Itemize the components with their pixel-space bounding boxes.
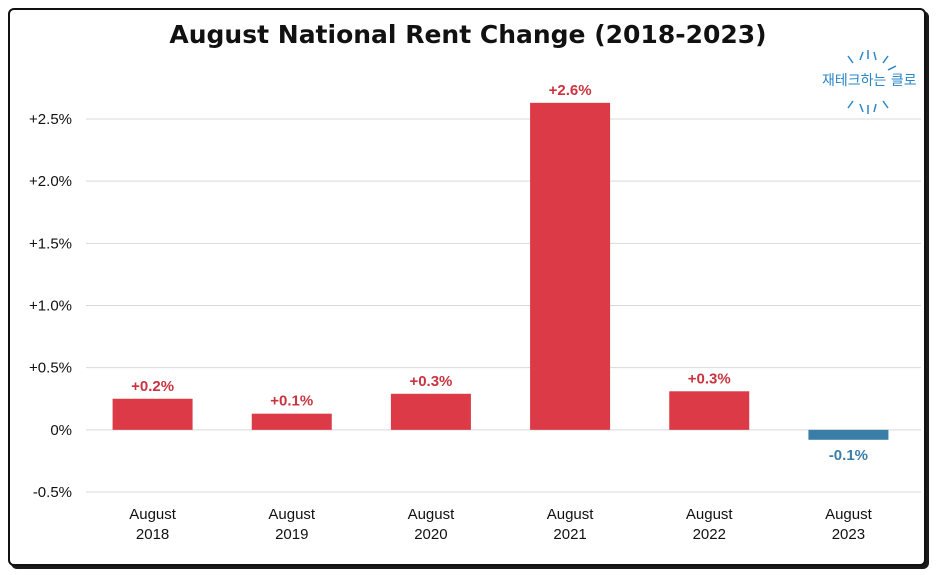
category-label: 2020: [414, 526, 447, 543]
bar: [669, 391, 750, 430]
sunburst-icon: [847, 50, 897, 114]
y-axis-ticks: -0.5% 0% +0.5% +1.0% +1.5% +2.0% +2.5%: [29, 111, 72, 501]
data-label: -0.1%: [829, 447, 868, 464]
y-tick-label: +2.5%: [29, 111, 72, 128]
grid-lines: [86, 118, 921, 493]
y-tick-label: +2.0%: [29, 173, 72, 190]
watermark-logo: 재테크하는 클로: [820, 48, 930, 118]
bars: [112, 102, 889, 440]
chart-frame: [8, 8, 926, 566]
category-label: 2023: [832, 526, 865, 543]
watermark-text: 재테크하는 클로: [822, 73, 917, 89]
bar: [390, 393, 471, 430]
category-labels: August 2018 August 2019 August 2020 August 2021…: [129, 506, 872, 543]
bar: [808, 429, 889, 440]
category-label: August: [686, 506, 734, 523]
data-label: +0.1%: [270, 393, 313, 410]
category-label: 2019: [275, 526, 308, 543]
y-tick-label: -0.5%: [33, 484, 72, 501]
category-label: August: [408, 506, 456, 523]
category-label: 2021: [553, 526, 586, 543]
y-tick-label: 0%: [50, 422, 72, 439]
data-labels: +0.2% +0.1% +0.3% +2.6% +0.3% -0.1%: [131, 82, 868, 464]
data-label: +2.6%: [549, 82, 592, 99]
y-tick-label: +0.5%: [29, 360, 72, 377]
y-tick-label: +1.5%: [29, 235, 72, 252]
category-label: August: [129, 506, 177, 523]
bar: [251, 413, 332, 430]
category-label: August: [547, 506, 595, 523]
data-label: +0.3%: [688, 370, 731, 387]
bar: [112, 398, 193, 430]
data-label: +0.2%: [131, 378, 174, 395]
bar: [530, 102, 611, 430]
data-label: +0.3%: [409, 373, 452, 390]
chart-title: August National Rent Change (2018-2023): [169, 20, 767, 49]
category-label: 2022: [693, 526, 726, 543]
y-tick-label: +1.0%: [29, 298, 72, 315]
category-label: August: [268, 506, 316, 523]
category-label: 2018: [136, 526, 169, 543]
category-label: August: [825, 506, 873, 523]
